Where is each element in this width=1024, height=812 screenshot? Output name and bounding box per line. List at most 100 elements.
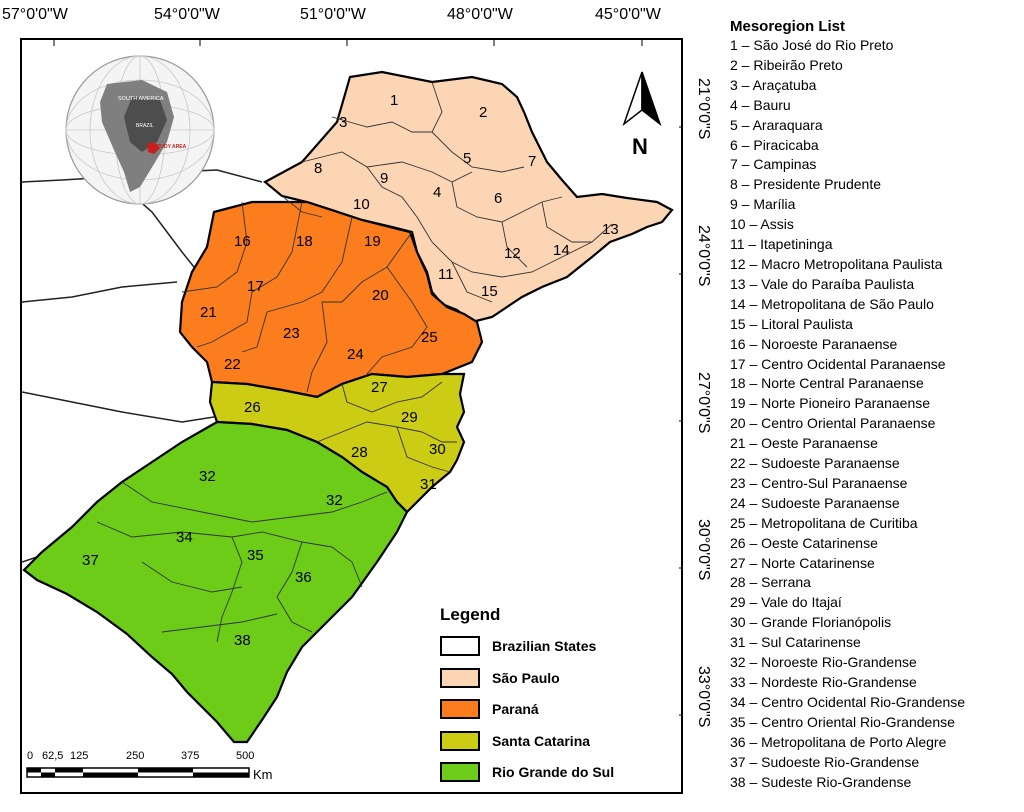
region-number: 32 bbox=[326, 492, 343, 509]
region-number: 35 bbox=[247, 547, 264, 564]
region-number: 36 bbox=[295, 569, 312, 586]
mesoregion-list-item: 12 – Macro Metropolitana Paulista bbox=[730, 255, 943, 272]
region-number: 12 bbox=[504, 245, 521, 262]
region-number: 7 bbox=[528, 153, 536, 170]
region-number: 10 bbox=[353, 196, 370, 213]
mesoregion-list-item: 31 – Sul Catarinense bbox=[730, 634, 861, 651]
mesoregion-items: 1 – São José do Rio Preto 2 – Ribeirão Pr… bbox=[730, 36, 1020, 792]
scale-tick-label: 125 bbox=[70, 750, 89, 762]
mesoregion-list-item: 14 – Metropolitana de São Paulo bbox=[730, 295, 934, 312]
legend-item: Rio Grande do Sul bbox=[440, 760, 680, 784]
graticule-ticks bbox=[53, 40, 681, 716]
longitude-label: 57°0'0"W bbox=[2, 6, 68, 23]
legend-swatch bbox=[440, 699, 480, 719]
globe-label: BRAZIL bbox=[136, 123, 154, 129]
mesoregion-list-item: 6 – Piracicaba bbox=[730, 136, 819, 153]
north-arrow-label: N bbox=[632, 134, 648, 159]
mesoregion-list-item: 3 – Araçatuba bbox=[730, 76, 817, 93]
longitude-label: 54°0'0"W bbox=[154, 6, 220, 23]
mesoregion-list-item: 7 – Campinas bbox=[730, 156, 817, 173]
legend-rows: Brazilian States São Paulo Paraná Santa Cat… bbox=[440, 634, 680, 784]
mesoregion-list-item: 11 – Itapetininga bbox=[730, 236, 833, 253]
region-number: 19 bbox=[364, 233, 381, 250]
legend-item: São Paulo bbox=[440, 666, 680, 690]
mesoregion-list-item: 24 – Sudoeste Paranaense bbox=[730, 494, 900, 511]
longitude-label: 48°0'0"W bbox=[447, 6, 513, 23]
globe-label: STUDY AREA bbox=[154, 144, 187, 150]
latitude-label: 24°0'0"S bbox=[695, 225, 712, 287]
north-arrow-icon: N bbox=[622, 71, 662, 159]
mesoregion-list-item: 36 – Metropolitana de Porto Alegre bbox=[730, 733, 947, 750]
mesoregion-list-item: 13 – Vale do Paraíba Paulista bbox=[730, 275, 915, 292]
mesoregion-list-item: 25 – Metropolitana de Curitiba bbox=[730, 514, 918, 531]
mesoregion-list-item: 9 – Marília bbox=[730, 196, 796, 213]
region-number: 37 bbox=[82, 552, 99, 569]
mesoregion-list-item: 10 – Assis bbox=[730, 216, 794, 233]
mesoregion-list-item: 5 – Araraquara bbox=[730, 116, 823, 133]
legend-item: Brazilian States bbox=[440, 634, 680, 658]
mesoregion-list-item: 18 – Norte Central Paranaense bbox=[730, 375, 924, 392]
region-number: 30 bbox=[429, 441, 446, 458]
region-number: 16 bbox=[234, 233, 251, 250]
mesoregion-list-item: 19 – Norte Pioneiro Paranaense bbox=[730, 395, 931, 412]
scale-unit: Km bbox=[253, 767, 273, 782]
mesoregion-list-item: 38 – Sudeste Rio-Grandense bbox=[730, 773, 912, 790]
region-number: 38 bbox=[234, 632, 251, 649]
mesoregion-list-item: 20 – Centro Oriental Paranaense bbox=[730, 415, 936, 432]
mesoregion-list-item: 22 – Sudoeste Paranaense bbox=[730, 455, 900, 472]
region-number: 26 bbox=[244, 399, 261, 416]
mesoregion-list-item: 35 – Centro Oriental Rio-Grandense bbox=[730, 713, 955, 730]
mesoregion-list-item: 30 – Grande Florianópolis bbox=[730, 614, 892, 631]
legend-title: Legend bbox=[440, 605, 501, 624]
region-labels: 1 2 3 4 5 6 7 8 9 10 11 12 13 14 15 16 1… bbox=[82, 92, 619, 649]
mesoregion-list-item: 16 – Noroeste Paranaense bbox=[730, 335, 898, 352]
latitude-label: 27°0'0"S bbox=[695, 372, 712, 434]
legend-swatch bbox=[440, 636, 480, 656]
region-number: 23 bbox=[283, 325, 300, 342]
legend-swatch bbox=[440, 667, 480, 688]
scale-tick-label: 250 bbox=[126, 750, 145, 762]
mesoregion-list-item: 26 – Oeste Catarinense bbox=[730, 534, 878, 551]
region-number: 18 bbox=[296, 233, 313, 250]
mesoregion-list: Mesoregion List 1 – São José do Rio Pret… bbox=[730, 18, 1020, 792]
map-frame: SOUTH AMERICA BRAZIL STUDY AREA N 1 2 3 … bbox=[20, 38, 683, 794]
region-number: 14 bbox=[553, 242, 570, 259]
region-number: 28 bbox=[351, 444, 368, 461]
region-number: 32 bbox=[199, 468, 216, 485]
mesoregion-list-item: 32 – Noroeste Rio-Grandense bbox=[730, 654, 917, 671]
mesoregion-list-item: 17 – Centro Ocidental Paranaense bbox=[730, 355, 946, 372]
scale-tick-label: 500 bbox=[236, 750, 255, 762]
region-number: 13 bbox=[602, 221, 619, 238]
globe-label: SOUTH AMERICA bbox=[118, 96, 164, 102]
region-number: 17 bbox=[247, 278, 264, 295]
scale-tick-label: 0 bbox=[27, 750, 34, 762]
mesoregion-list-item: 34 – Centro Ocidental Rio-Grandense bbox=[730, 693, 966, 710]
region-number: 9 bbox=[380, 170, 388, 187]
region-number: 25 bbox=[421, 329, 438, 346]
mesoregion-list-item: 37 – Sudoeste Rio-Grandense bbox=[730, 753, 920, 770]
mesoregion-list-item: 33 – Nordeste Rio-Grandense bbox=[730, 674, 917, 690]
longitude-label: 51°0'0"W bbox=[300, 6, 366, 23]
scale-tick-label: 375 bbox=[181, 750, 200, 762]
legend-swatch bbox=[440, 730, 480, 751]
region-number: 6 bbox=[494, 190, 502, 207]
mesoregion-list-title: Mesoregion List bbox=[730, 18, 846, 35]
latitude-label: 21°0'0"S bbox=[695, 78, 712, 140]
region-number: 3 bbox=[339, 114, 347, 131]
region-number: 8 bbox=[314, 160, 322, 177]
region-number: 11 bbox=[438, 266, 454, 283]
mesoregion-list-item: 1 – São José do Rio Preto bbox=[730, 37, 894, 53]
scale-bar-graphic bbox=[26, 767, 250, 778]
region-number: 22 bbox=[224, 356, 241, 373]
longitude-label: 45°0'0"W bbox=[595, 6, 661, 23]
legend-swatch bbox=[440, 762, 480, 782]
inset-globe: SOUTH AMERICA BRAZIL STUDY AREA bbox=[65, 55, 215, 205]
state-rio-grande-do-sul bbox=[22, 420, 409, 744]
region-number: 29 bbox=[401, 409, 418, 426]
mesoregion-list-item: 8 – Presidente Prudente bbox=[730, 176, 881, 193]
legend-item: Paraná bbox=[440, 697, 680, 721]
mesoregion-list-item: 4 – Bauru bbox=[730, 96, 791, 113]
mesoregion-list-item: 15 – Litoral Paulista bbox=[730, 315, 853, 332]
mesoregion-list-item: 23 – Centro-Sul Paranaense bbox=[730, 474, 908, 491]
region-number: 2 bbox=[479, 104, 487, 121]
